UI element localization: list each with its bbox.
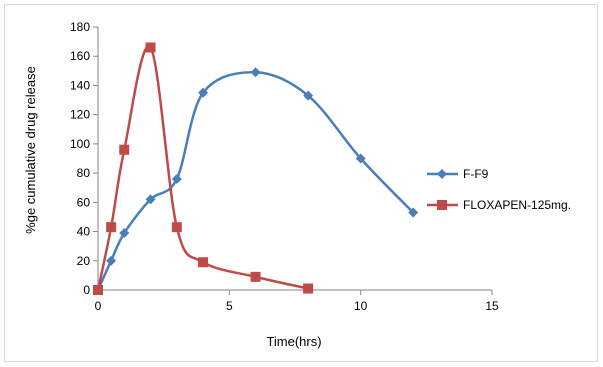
legend-swatch-marker bbox=[437, 200, 447, 210]
y-tick-label: 60 bbox=[77, 195, 91, 209]
legend: F-F9 FLOXAPEN-125mg. bbox=[427, 167, 571, 212]
legend-label: F-F9 bbox=[463, 167, 489, 181]
series-line bbox=[96, 71, 415, 291]
data-point bbox=[355, 153, 366, 164]
legend-swatch-marker bbox=[437, 169, 447, 179]
y-tick-label: 80 bbox=[77, 166, 91, 180]
series-layer bbox=[93, 42, 419, 295]
data-point bbox=[198, 87, 209, 98]
y-axis-title: %ge cumulative drug release bbox=[23, 66, 38, 234]
data-point bbox=[171, 173, 182, 184]
data-point bbox=[250, 271, 261, 282]
series-line bbox=[96, 44, 309, 291]
x-axis-ticks: 0 5 10 15 bbox=[95, 290, 499, 313]
x-tick-label: 5 bbox=[226, 299, 233, 313]
data-point bbox=[106, 255, 117, 266]
legend-item: FLOXAPEN-125mg. bbox=[427, 198, 571, 212]
y-tick-label: 140 bbox=[70, 78, 90, 92]
data-point bbox=[171, 222, 182, 233]
chart-frame bbox=[4, 4, 598, 362]
series-2 bbox=[93, 42, 314, 295]
y-tick-label: 20 bbox=[77, 254, 91, 268]
y-tick-label: 180 bbox=[70, 20, 90, 34]
x-axis-title: Time(hrs) bbox=[266, 334, 321, 349]
data-point bbox=[198, 257, 209, 268]
data-point bbox=[408, 207, 419, 218]
data-point bbox=[93, 285, 103, 295]
data-point bbox=[145, 194, 156, 205]
legend-item: F-F9 bbox=[427, 167, 489, 181]
data-point bbox=[250, 67, 261, 78]
x-tick-label: 10 bbox=[354, 299, 368, 313]
y-tick-label: 100 bbox=[70, 137, 90, 151]
y-axis-ticks: 0 20 40 60 80 100 120 140 160 180 bbox=[70, 20, 98, 297]
y-tick-label: 160 bbox=[70, 49, 90, 63]
data-point bbox=[145, 42, 156, 53]
y-tick-label: 0 bbox=[83, 283, 90, 297]
y-tick-label: 120 bbox=[70, 108, 90, 122]
series-1 bbox=[93, 67, 419, 295]
y-tick-label: 40 bbox=[77, 225, 91, 239]
x-tick-label: 15 bbox=[485, 299, 499, 313]
x-tick-label: 0 bbox=[95, 299, 102, 313]
data-point bbox=[303, 90, 314, 101]
axes bbox=[97, 27, 492, 291]
data-point bbox=[106, 222, 117, 233]
legend-label: FLOXAPEN-125mg. bbox=[463, 198, 571, 212]
data-point bbox=[119, 144, 130, 155]
data-point bbox=[119, 228, 130, 239]
data-point bbox=[303, 283, 314, 294]
